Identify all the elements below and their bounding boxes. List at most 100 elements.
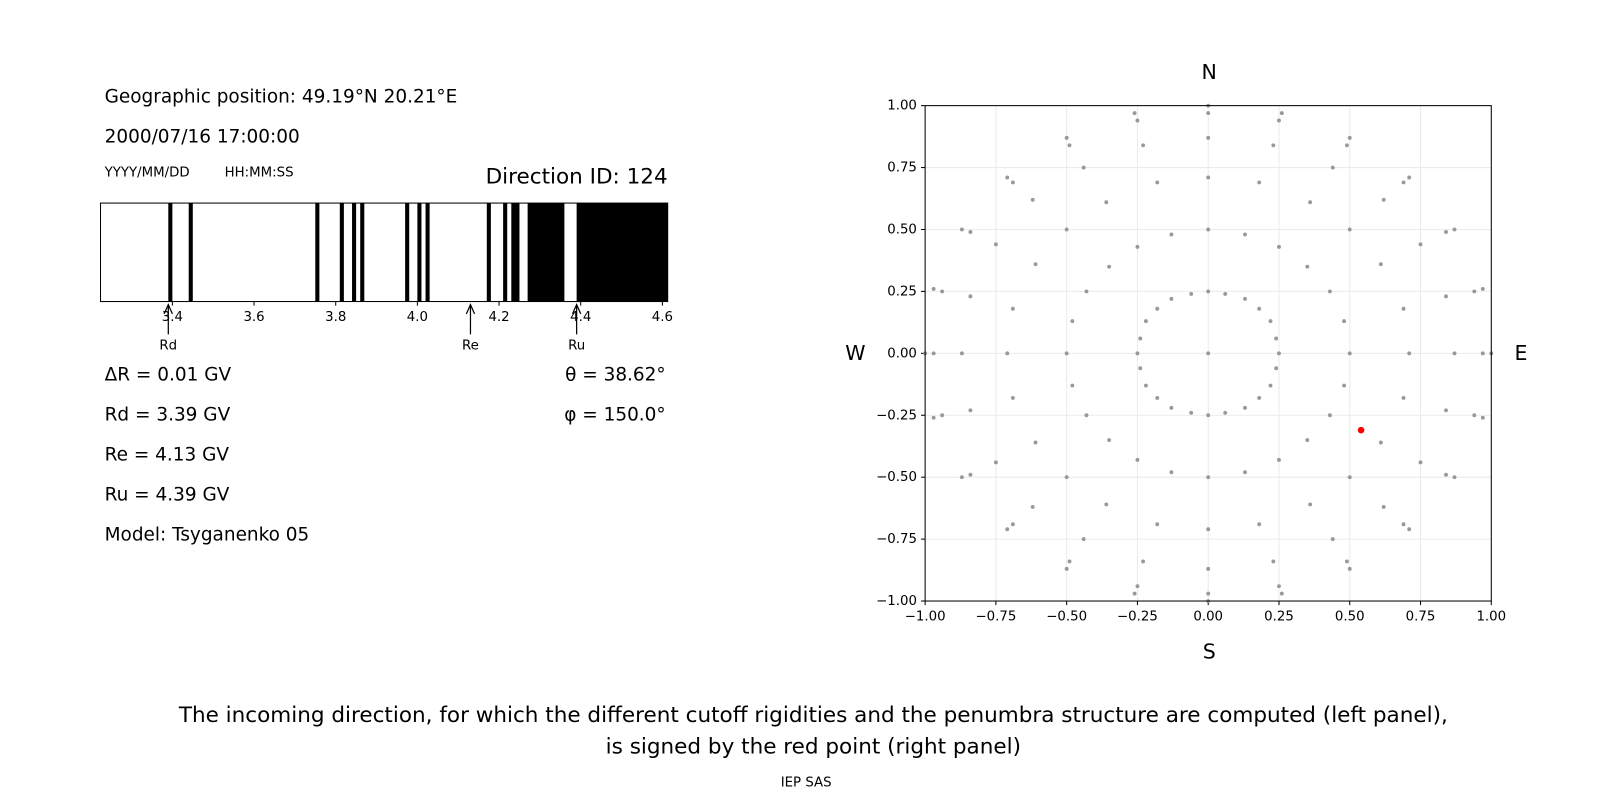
direction-point xyxy=(1135,457,1140,462)
direction-point xyxy=(959,351,964,356)
direction-point xyxy=(931,351,936,356)
direction-point xyxy=(1030,504,1035,509)
y-tick-label: 1.00 xyxy=(887,99,917,114)
direction-point xyxy=(1271,143,1276,148)
direction-point xyxy=(1277,244,1281,249)
y-tick-label: 0.00 xyxy=(887,346,917,361)
direction-point xyxy=(1132,591,1137,596)
caption: is signed by the red point (right panel) xyxy=(606,735,1021,760)
direction-point xyxy=(1135,244,1140,249)
x-tick-label: 0.00 xyxy=(1193,609,1223,624)
direction-point xyxy=(931,415,936,420)
direction-point xyxy=(1067,143,1072,148)
direction-point xyxy=(1480,415,1485,420)
forbidden-band xyxy=(315,203,320,302)
direction-point xyxy=(1033,440,1038,445)
direction-point xyxy=(1104,502,1109,507)
x-tick-label: 4.0 xyxy=(407,310,428,325)
direction-point xyxy=(1407,351,1412,356)
direction-point xyxy=(1135,351,1140,356)
direction-point xyxy=(1418,242,1423,247)
direction-point xyxy=(1206,175,1211,180)
direction-point xyxy=(1189,291,1194,296)
time-format: HH:MM:SS xyxy=(225,165,294,180)
direction-point xyxy=(1268,319,1273,324)
direction-point xyxy=(1155,180,1160,185)
direction-point xyxy=(1243,232,1247,237)
direction-point xyxy=(1070,319,1075,324)
direction-point xyxy=(993,460,998,465)
direction-point xyxy=(1070,383,1075,388)
direction-point xyxy=(1257,180,1262,185)
direction-point xyxy=(1155,522,1160,527)
x-tick-label: −1.00 xyxy=(905,609,946,624)
direction-point xyxy=(968,408,973,413)
compass: S xyxy=(1203,639,1216,663)
direction-point xyxy=(1206,227,1211,232)
forbidden-band xyxy=(188,203,193,302)
forbidden-band xyxy=(425,203,430,302)
direction-point xyxy=(1444,408,1448,413)
direction-point xyxy=(1257,395,1262,400)
direction-point xyxy=(959,227,964,232)
direction-point xyxy=(1169,470,1174,475)
direction-point xyxy=(1378,262,1383,267)
plot-frame xyxy=(924,105,1492,602)
direction-point xyxy=(1418,460,1423,465)
direction-point xyxy=(1444,472,1448,477)
direction-point xyxy=(1268,383,1273,388)
direction-point xyxy=(1279,591,1284,596)
direction-point xyxy=(1206,413,1211,418)
direction-point xyxy=(1277,118,1281,123)
direction-point xyxy=(1243,470,1247,475)
forbidden-band xyxy=(360,203,365,302)
direction-point xyxy=(1033,262,1038,267)
direction-point xyxy=(1206,111,1211,116)
direction-point xyxy=(1381,197,1386,202)
direction-point xyxy=(1347,475,1352,480)
selected-direction xyxy=(1357,426,1365,434)
direction-point xyxy=(1407,527,1412,532)
angle: θ = 38.62° xyxy=(565,364,666,385)
direction-point xyxy=(1277,351,1281,356)
direction-point xyxy=(1010,395,1015,400)
direction-point xyxy=(1327,289,1332,294)
direction-point xyxy=(1010,306,1015,311)
direction-point xyxy=(940,289,945,294)
direction-point xyxy=(1277,584,1281,589)
direction-point xyxy=(1138,336,1143,341)
x-tick-label: −0.50 xyxy=(1046,609,1087,624)
direction-point xyxy=(1305,264,1310,269)
direction-point xyxy=(1480,351,1485,356)
direction-point xyxy=(1189,410,1194,415)
x-tick-label: 0.50 xyxy=(1335,609,1365,624)
direction-point xyxy=(1342,383,1347,388)
x-tick-label: −0.75 xyxy=(975,609,1016,624)
direction-point xyxy=(968,230,973,234)
forbidden-band xyxy=(168,203,173,302)
direction-point xyxy=(1138,366,1143,371)
direction-point xyxy=(993,242,998,247)
direction-point xyxy=(1223,291,1228,296)
direction-point xyxy=(1010,522,1015,527)
direction-point xyxy=(1155,306,1160,311)
direction-point xyxy=(1169,405,1174,410)
direction-point xyxy=(1206,351,1211,356)
direction-point xyxy=(1084,413,1089,418)
compass: W xyxy=(845,341,865,365)
direction-point xyxy=(1344,559,1349,564)
datetime: 2000/07/16 17:00:00 xyxy=(105,126,300,147)
direction-point xyxy=(1005,527,1010,532)
caption: The incoming direction, for which the di… xyxy=(178,703,1448,728)
y-tick-label: −0.25 xyxy=(876,408,917,423)
direction-point xyxy=(1407,175,1412,180)
direction-point xyxy=(1279,111,1284,116)
x-tick-label: 0.25 xyxy=(1264,609,1294,624)
marker-label: Rd xyxy=(159,339,177,354)
direction-point xyxy=(1444,230,1448,234)
direction-point xyxy=(1472,413,1477,418)
x-tick-label: 1.00 xyxy=(1476,609,1506,624)
direction-point xyxy=(1480,286,1485,291)
direction-point xyxy=(1005,175,1010,180)
